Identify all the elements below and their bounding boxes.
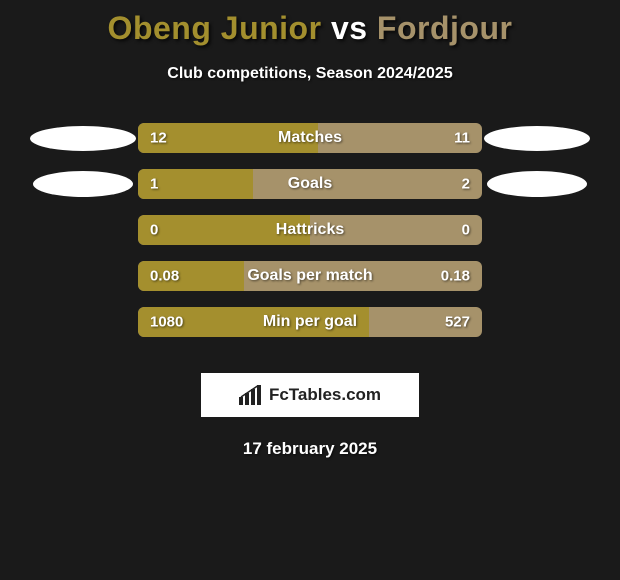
player2-badge-ellipse: [484, 126, 590, 151]
stat-bar-track: 1080 Min per goal 527: [138, 307, 482, 337]
comparison-bars: 12 Matches 11 1 Goals 2: [0, 115, 620, 345]
player1-badge-ellipse: [30, 126, 136, 151]
stat-value-left: 1: [150, 176, 158, 193]
stat-row: 0.08 Goals per match 0.18: [0, 253, 620, 299]
player2-badge-slot: [482, 171, 592, 197]
stat-value-left: 1080: [150, 314, 183, 331]
player1-badge-slot: [28, 171, 138, 197]
stat-row: 0 Hattricks 0: [0, 207, 620, 253]
bar-chart-icon: [239, 385, 263, 405]
stat-bar-track: 0.08 Goals per match 0.18: [138, 261, 482, 291]
logo-text: FcTables.com: [269, 385, 381, 405]
page-title: Obeng Junior vs Fordjour: [0, 0, 620, 47]
stat-row: 12 Matches 11: [0, 115, 620, 161]
fctables-logo: FcTables.com: [201, 373, 419, 417]
stat-value-right: 11: [454, 130, 470, 147]
player1-badge-slot: [28, 126, 138, 151]
stat-label: Goals: [288, 175, 332, 193]
title-player1: Obeng Junior: [108, 10, 322, 46]
stat-label: Matches: [278, 129, 342, 147]
player2-badge-ellipse: [487, 171, 587, 197]
stat-label: Hattricks: [276, 221, 344, 239]
stat-label: Goals per match: [247, 267, 372, 285]
title-player2: Fordjour: [377, 10, 513, 46]
stat-value-right: 2: [462, 176, 470, 193]
stat-row: 1 Goals 2: [0, 161, 620, 207]
player2-badge-slot: [482, 126, 592, 151]
stat-bar-track: 12 Matches 11: [138, 123, 482, 153]
stat-bar-track: 0 Hattricks 0: [138, 215, 482, 245]
stat-row: 1080 Min per goal 527: [0, 299, 620, 345]
stat-bar-track: 1 Goals 2: [138, 169, 482, 199]
player1-badge-ellipse: [33, 171, 133, 197]
stat-value-left: 0: [150, 222, 158, 239]
subtitle: Club competitions, Season 2024/2025: [0, 65, 620, 83]
stat-value-left: 0.08: [150, 268, 179, 285]
stat-value-left: 12: [150, 130, 167, 147]
stat-value-right: 0: [462, 222, 470, 239]
stat-value-right: 0.18: [441, 268, 470, 285]
title-vs: vs: [331, 10, 368, 46]
stat-label: Min per goal: [263, 313, 357, 331]
date-label: 17 february 2025: [0, 439, 620, 459]
stat-value-right: 527: [445, 314, 470, 331]
